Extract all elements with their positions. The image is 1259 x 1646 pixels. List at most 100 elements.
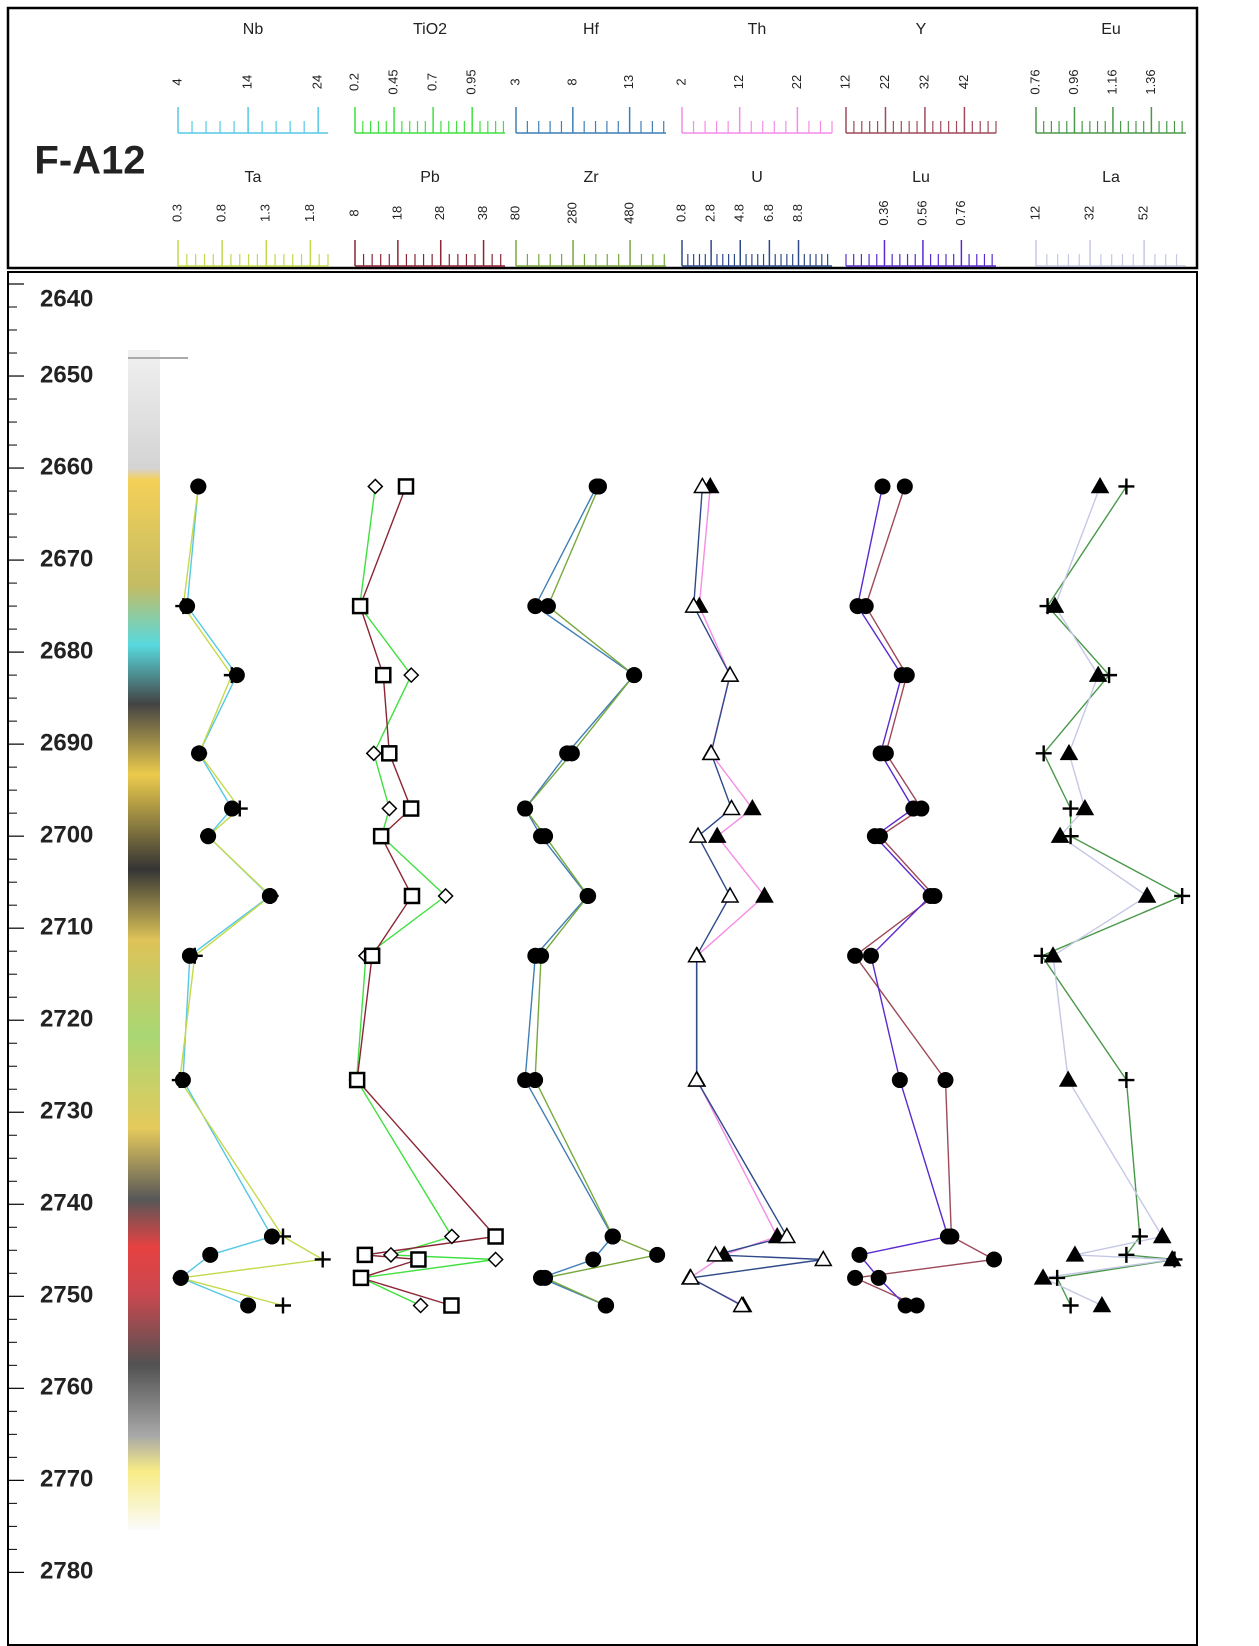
scale-name: La: [1102, 169, 1120, 186]
data-point: [687, 1070, 706, 1087]
scale-tick-label: 4: [169, 78, 184, 85]
data-point: [580, 887, 597, 904]
data-point: [262, 887, 279, 904]
scale-tick-label: 80: [507, 206, 522, 220]
data-point: [1137, 886, 1157, 903]
data-line: [1040, 486, 1184, 1306]
data-point: [649, 1246, 666, 1263]
scale-tick-label: 8.8: [790, 204, 805, 222]
data-point: [539, 598, 556, 615]
scale-tick-label: 0.76: [953, 200, 968, 225]
data-point: [891, 1072, 908, 1089]
data-point: [375, 666, 392, 684]
data-point: [1092, 1295, 1112, 1313]
data-point: [720, 886, 740, 903]
scale-tick-label: 22: [877, 75, 892, 89]
data-point: [275, 1297, 291, 1314]
lines-layer: [179, 486, 1184, 1307]
data-point: [351, 597, 369, 615]
depth-tick-label: 2750: [40, 1282, 93, 1309]
scale-tick-label: 1.16: [1104, 69, 1119, 94]
scale-tick-label: 12: [837, 75, 852, 89]
data-point: [1058, 1070, 1078, 1087]
data-point: [743, 799, 762, 816]
data-point: [1050, 826, 1070, 843]
depth-tick-label: 2640: [40, 285, 93, 312]
data-point: [372, 827, 390, 845]
data-point: [897, 1297, 914, 1314]
data-point: [1065, 1245, 1085, 1262]
data-point: [410, 1251, 427, 1268]
data-point: [223, 667, 240, 684]
data-point: [365, 745, 382, 762]
data-point: [585, 1251, 602, 1268]
data-point: [402, 800, 420, 817]
scale-tick-label: 8: [346, 209, 361, 216]
data-point: [847, 1269, 864, 1286]
data-point: [732, 1295, 752, 1313]
data-point: [870, 1269, 887, 1286]
data-point: [533, 947, 550, 964]
scale-tick-label: 32: [1081, 206, 1096, 220]
scale-tick-label: 0.7: [425, 73, 440, 91]
scale-tick-label: 0.2: [346, 73, 361, 91]
scale-tick-label: 3: [507, 78, 522, 85]
scale-tick-label: 24: [310, 75, 325, 89]
data-point: [443, 1228, 460, 1245]
data-point: [872, 745, 889, 762]
data-point: [487, 1251, 504, 1268]
depth-tick-label: 2740: [40, 1190, 93, 1217]
plot-frame: [7, 271, 1198, 1646]
data-point: [687, 946, 706, 963]
data-point: [537, 1269, 554, 1286]
data-point: [893, 667, 910, 684]
data-point: [777, 1226, 797, 1244]
data-point: [1062, 800, 1079, 817]
scale-name: Nb: [243, 21, 264, 38]
data-point: [896, 478, 913, 495]
data-point: [1088, 665, 1108, 682]
depth-tick-label: 2760: [40, 1374, 93, 1401]
well-title: F-A12: [34, 139, 145, 183]
scale-name: Pb: [420, 169, 440, 186]
data-point: [688, 826, 708, 843]
data-point: [1035, 745, 1052, 762]
lithology-column: [128, 350, 160, 1530]
header-frame: [6, 6, 1199, 270]
scale-tick-label: 1.3: [258, 204, 273, 222]
data-point: [1045, 596, 1065, 613]
scale-tick-label: 0.56: [914, 200, 929, 225]
data-point: [537, 828, 554, 845]
data-point: [263, 1228, 280, 1245]
scale-tick-label: 0.76: [1027, 69, 1042, 94]
depth-tick-label: 2710: [40, 914, 93, 941]
scale-tick-label: 280: [564, 202, 579, 224]
depth-tick-label: 2670: [40, 545, 93, 572]
data-point: [874, 478, 891, 495]
data-point: [1062, 1297, 1079, 1314]
data-point: [720, 665, 740, 682]
scale-name: Ta: [245, 169, 262, 186]
data-point: [1033, 947, 1050, 964]
data-point: [487, 1228, 504, 1245]
data-point: [1118, 478, 1135, 495]
scale-name: Y: [916, 21, 927, 38]
data-line: [179, 486, 273, 1307]
scale-tick-label: 38: [475, 206, 490, 220]
data-point: [1033, 1268, 1053, 1285]
data-point: [517, 800, 534, 817]
data-point: [202, 1246, 219, 1263]
data-point: [590, 478, 607, 495]
data-line: [355, 486, 496, 1307]
data-point: [1131, 1228, 1148, 1245]
data-line: [356, 486, 497, 1307]
data-point: [684, 596, 703, 613]
scale-tick-label: 480: [622, 202, 637, 224]
data-point: [626, 667, 643, 684]
scale-tick-label: 22: [789, 75, 804, 89]
scale-name: Hf: [583, 21, 600, 38]
data-point: [363, 947, 381, 965]
data-point: [437, 887, 454, 905]
data-point: [1162, 1249, 1182, 1267]
